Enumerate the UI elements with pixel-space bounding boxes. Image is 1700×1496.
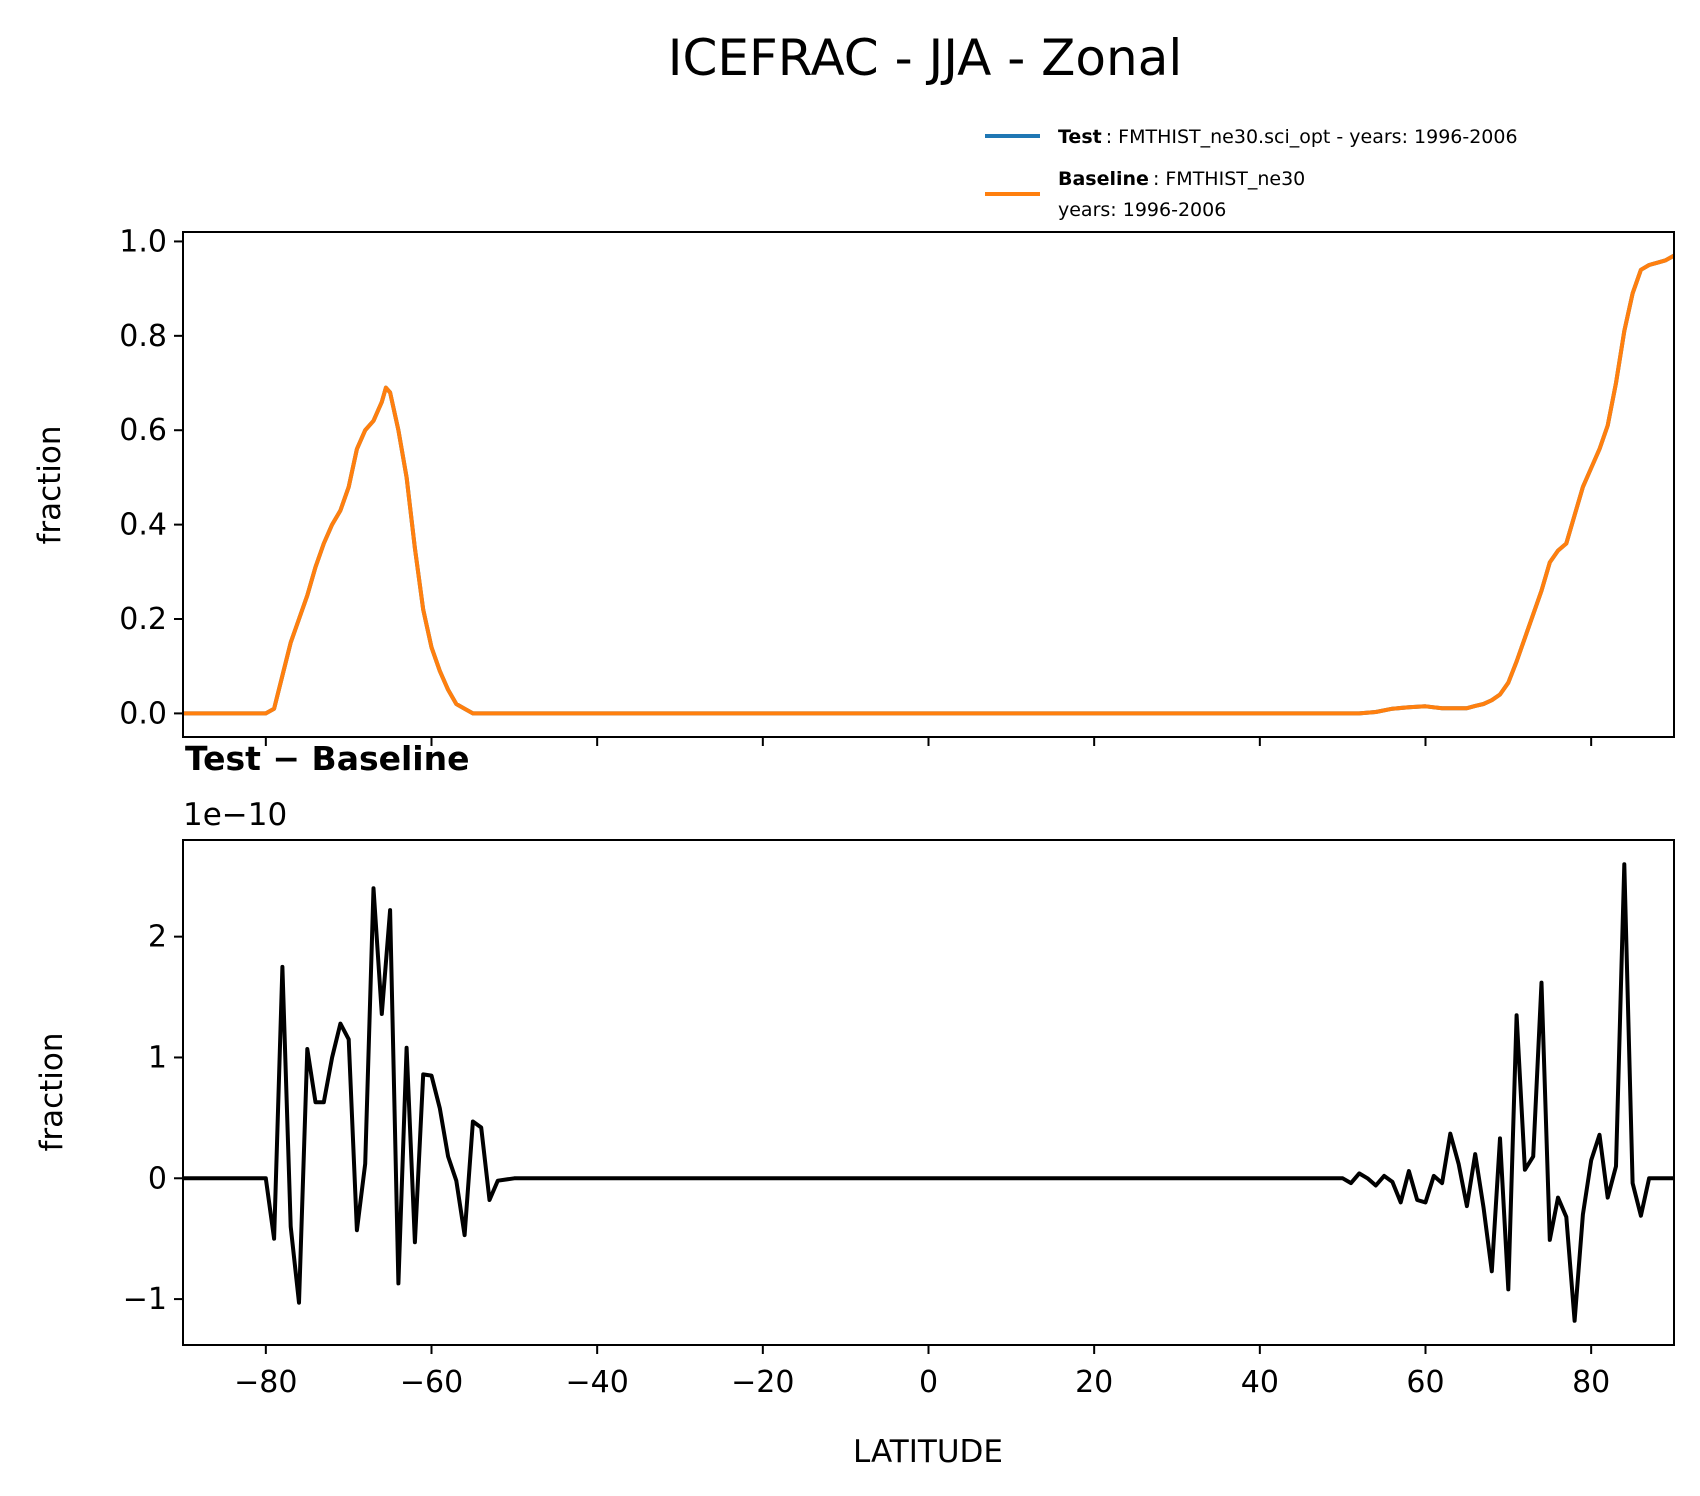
legend-test-entry: Test: FMTHIST_ne30.sci_opt - years: 1996… [1058, 126, 1518, 148]
top-y-tick-label: 0.8 [119, 319, 167, 354]
top-x-ticks [264, 737, 1593, 746]
x-axis-label: LATITUDE [853, 1434, 1003, 1470]
top-y-tick-label: 1.0 [119, 224, 167, 259]
bottom-y-tick-label: 2 [148, 920, 167, 955]
bottom-y-ticks: −1 0 1 2 [123, 920, 183, 1317]
top-plot-lines [183, 253, 1675, 716]
legend-baseline-entry: Baseline: FMTHIST_ne30 [1058, 168, 1305, 190]
difference-panel-title: Test − Baseline [185, 739, 470, 778]
legend-baseline-desc: : FMTHIST_ne30 [1153, 168, 1305, 190]
bottom-y-tick-label: 0 [148, 1161, 167, 1196]
bottom-series-line-0 [183, 862, 1674, 1323]
top-y-tick-label: 0.0 [119, 696, 167, 731]
bottom-y-tick-label: −1 [123, 1282, 167, 1317]
legend-baseline-name: Baseline [1058, 168, 1149, 190]
top-y-tick-label: 0.6 [119, 413, 167, 448]
top-y-tick-label: 0.4 [119, 508, 167, 543]
bottom-x-tick-label: 80 [1572, 1365, 1610, 1400]
bottom-panel: Test − Baseline 1e−10 −1 0 1 2 −80 −60 −40 −20… [34, 739, 1675, 1470]
bottom-x-tick-label: −60 [400, 1365, 463, 1400]
top-y-ticks: 0.0 0.2 0.4 0.6 0.8 1.0 [119, 224, 183, 731]
bottom-x-tick-label: 20 [1075, 1365, 1113, 1400]
bottom-plot-lines [183, 862, 1674, 1323]
top-series-line-1 [183, 253, 1675, 716]
bottom-y-tick-label: 1 [148, 1040, 167, 1075]
bottom-x-tick-label: −40 [566, 1365, 629, 1400]
top-panel: 0.0 0.2 0.4 0.6 0.8 1.0 fraction [32, 224, 1675, 746]
bottom-x-tick-label: 40 [1241, 1365, 1279, 1400]
bottom-x-tick-label: 0 [919, 1365, 938, 1400]
top-y-axis-label: fraction [32, 425, 68, 544]
top-y-tick-label: 0.2 [119, 602, 167, 637]
bottom-x-tick-label: 60 [1406, 1365, 1444, 1400]
legend-test-desc: : FMTHIST_ne30.sci_opt - years: 1996-200… [1106, 126, 1518, 148]
bottom-x-tick-label: −20 [731, 1365, 794, 1400]
legend-baseline-desc2: years: 1996-2006 [1058, 199, 1226, 221]
y-offset-text: 1e−10 [183, 797, 287, 833]
bottom-x-tick-label: −80 [234, 1365, 297, 1400]
bottom-y-axis-label: fraction [34, 1032, 70, 1151]
bottom-x-ticks: −80 −60 −40 −20 0 20 40 60 80 [234, 1345, 1610, 1400]
legend: Test: FMTHIST_ne30.sci_opt - years: 1996… [985, 126, 1518, 221]
figure-title: ICEFRAC - JJA - Zonal [668, 29, 1183, 87]
legend-test-name: Test [1058, 126, 1102, 148]
